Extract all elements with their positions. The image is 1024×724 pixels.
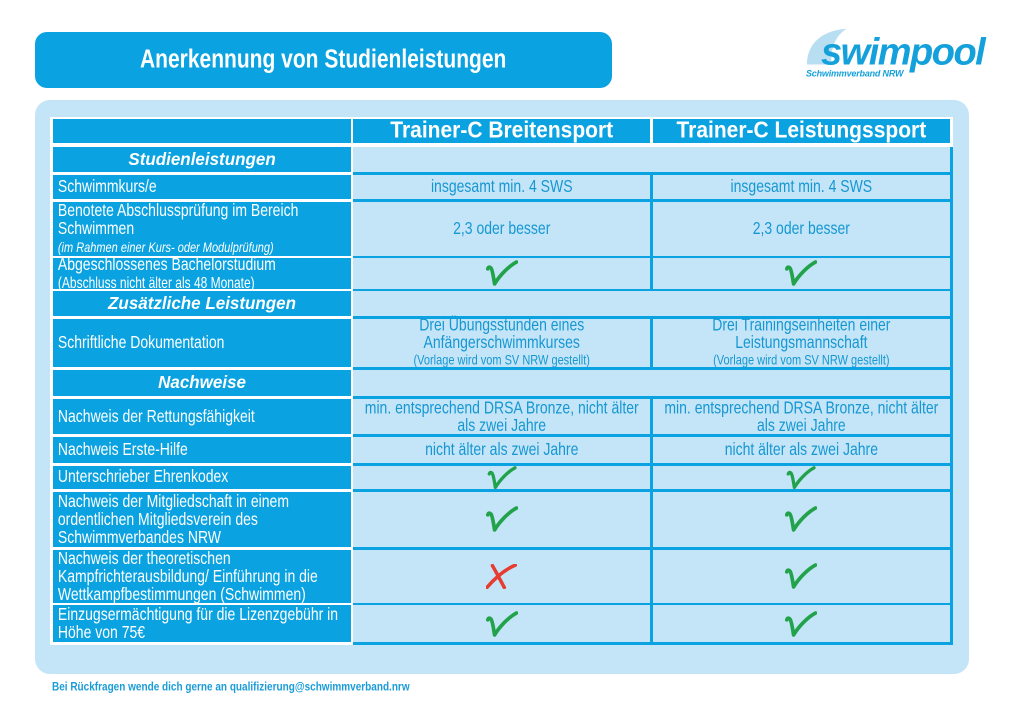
svg-text:swimpool: swimpool [821, 32, 987, 74]
svg-text:Schwimmverband NRW: Schwimmverband NRW [806, 69, 905, 79]
